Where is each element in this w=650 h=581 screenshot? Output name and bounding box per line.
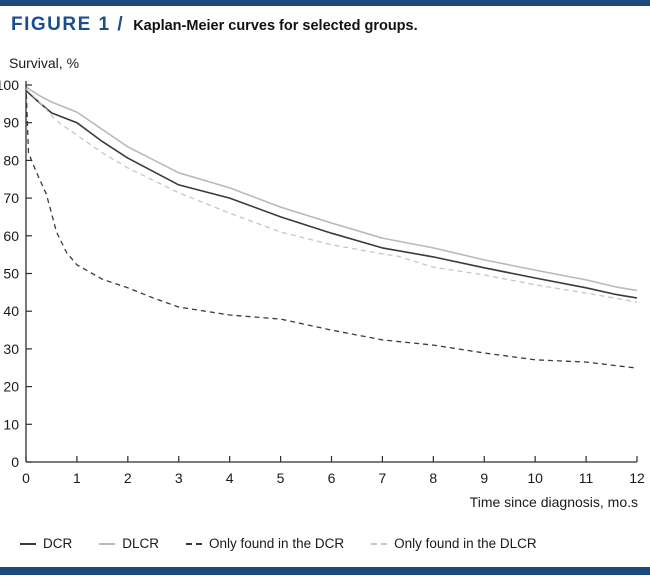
- figure-number-label: FIGURE 1 /: [11, 14, 125, 35]
- y-tick-label: 60: [3, 228, 19, 244]
- legend-label: Only found in the DCR: [209, 536, 345, 551]
- chart-legend: DCR DLCR Only found in the DCR Only foun…: [20, 536, 537, 551]
- y-tick-label: 10: [3, 416, 19, 432]
- x-tick-label: 0: [22, 470, 30, 486]
- figure-header: FIGURE 1 / Kaplan-Meier curves for select…: [11, 14, 418, 36]
- x-tick-label: 5: [277, 470, 285, 486]
- series-line-dcr: [25, 90, 638, 299]
- x-tick-label: 4: [226, 470, 234, 486]
- x-axis-title: Time since diagnosis, mo.s: [469, 494, 638, 510]
- line-sample-dashed-dark-icon: [186, 542, 203, 545]
- x-tick-label: 1: [73, 470, 81, 486]
- x-tick-label: 8: [429, 470, 437, 486]
- legend-label: DCR: [43, 536, 73, 551]
- legend-label: Only found in the DLCR: [394, 536, 537, 551]
- y-axis-title: Survival, %: [9, 55, 80, 71]
- legend-label: DLCR: [122, 536, 160, 551]
- legend-item-dlcr: DLCR: [99, 536, 159, 551]
- line-sample-solid-dark-icon: [20, 542, 36, 545]
- figure-title: Kaplan-Meier curves for selected groups.: [133, 18, 418, 34]
- y-tick-label: 80: [3, 152, 19, 168]
- top-accent-bar: [0, 0, 650, 6]
- y-tick-label: 0: [11, 454, 19, 470]
- x-tick-label: 11: [579, 470, 594, 486]
- x-tick-label: 7: [379, 470, 387, 486]
- line-sample-solid-gray-icon: [99, 542, 116, 545]
- series-line-dlcr: [25, 86, 638, 292]
- line-sample-dashed-gray-icon: [371, 542, 388, 545]
- x-tick-label: 12: [629, 470, 645, 486]
- x-tick-label: 2: [124, 470, 132, 486]
- y-tick-label: 30: [3, 341, 19, 357]
- legend-item-only-dlcr: Only found in the DLCR: [371, 536, 537, 551]
- x-tick-label: 10: [527, 470, 543, 486]
- x-tick-label: 9: [480, 470, 488, 486]
- y-tick-label: 50: [3, 266, 19, 282]
- legend-item-only-dcr: Only found in the DCR: [186, 536, 344, 551]
- y-tick-label: 100: [0, 77, 19, 93]
- series-line-only-found-in-the-dlcr: [25, 88, 638, 303]
- y-tick-label: 20: [3, 379, 19, 395]
- y-tick-label: 70: [3, 190, 19, 206]
- km-chart: 01020304050607080901000123456789101112: [0, 77, 645, 486]
- x-tick-label: 3: [175, 470, 183, 486]
- bottom-accent-bar: [0, 567, 650, 575]
- y-tick-label: 40: [3, 303, 19, 319]
- series-line-only-found-in-the-dcr: [25, 84, 638, 369]
- y-tick-label: 90: [3, 115, 19, 131]
- legend-item-dcr: DCR: [20, 536, 72, 551]
- x-tick-label: 6: [328, 470, 336, 486]
